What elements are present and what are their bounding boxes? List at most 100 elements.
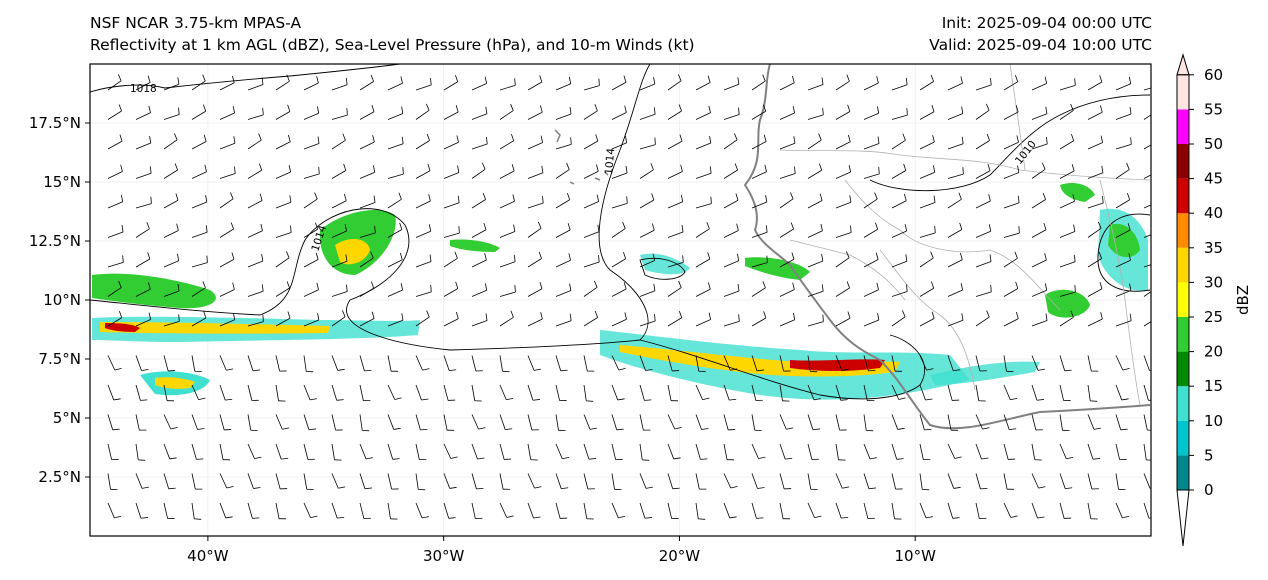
wind-barb [779, 473, 792, 490]
colorbar-tick-label: 5 [1204, 446, 1214, 464]
wind-barb [163, 163, 178, 179]
wind-barb [835, 195, 852, 209]
wind-barb [443, 226, 460, 238]
wind-barb [975, 473, 988, 490]
wind-barb [891, 502, 902, 520]
wind-barb [415, 224, 432, 238]
wind-barb [247, 384, 259, 401]
colorbar-tick-label: 25 [1204, 308, 1223, 326]
wind-barb [499, 78, 516, 91]
wind-barb [919, 104, 935, 120]
wind-barb [583, 280, 598, 297]
fields-title: Reflectivity at 1 km AGL (dBZ), Sea-Leve… [90, 36, 695, 54]
wind-barb [1115, 283, 1132, 297]
wind-barb [891, 310, 906, 327]
wind-barb [779, 75, 795, 91]
wind-barb [611, 355, 626, 371]
wind-barb [219, 192, 234, 209]
wind-barb [275, 225, 292, 238]
wind-barb [1087, 473, 1099, 490]
wind-barb [247, 355, 260, 372]
wind-barb [891, 414, 905, 430]
wind-barb [807, 223, 823, 238]
wind-barb [611, 196, 628, 209]
border-5 [789, 239, 906, 301]
wind-barb [835, 414, 847, 431]
wind-barb [583, 355, 595, 372]
wind-barb [247, 284, 264, 297]
wind-barb [891, 384, 906, 400]
wind-barb [135, 166, 152, 179]
wind-barb [1087, 75, 1103, 91]
wind-barb [807, 355, 818, 373]
wind-barb [891, 473, 903, 490]
wind-barb [275, 195, 292, 209]
wind-barb [415, 443, 427, 461]
wind-barb [471, 106, 488, 120]
wind-barb [443, 414, 455, 431]
lon-tick-label: 30°W [423, 547, 465, 565]
wind-barb [1031, 283, 1048, 297]
wind-barb [527, 443, 538, 461]
wind-barb [947, 384, 960, 401]
wind-barb [527, 502, 541, 519]
colorbar-tick-label: 60 [1204, 66, 1223, 84]
wind-barb [919, 195, 936, 209]
wind-barb [835, 502, 849, 519]
wind-barb [555, 107, 572, 120]
wind-barb [1031, 473, 1046, 489]
wind-barb [499, 384, 514, 401]
wind-barb [975, 384, 986, 402]
refl-cluster-north-core [335, 238, 370, 265]
wind-barb [919, 251, 934, 268]
wind-barb [863, 252, 879, 268]
wind-barb [107, 104, 122, 120]
colorbar-swatch [1177, 386, 1189, 421]
wind-barb [443, 443, 458, 459]
border-2 [844, 179, 1061, 311]
wind-barb [891, 163, 907, 179]
wind-barb [387, 252, 403, 268]
wind-barb [247, 133, 262, 150]
coastline [554, 64, 1151, 430]
lat-tick-label: 5°N [53, 409, 81, 427]
colorbar-label: dBZ [1234, 285, 1252, 315]
wind-barb [807, 414, 820, 431]
wind-barb [191, 74, 206, 91]
wind-barb [275, 311, 291, 327]
wind-barb [1031, 162, 1046, 179]
wind-barb [667, 104, 682, 120]
colorbar-tick-label: 55 [1204, 100, 1223, 118]
wind-barb [807, 384, 821, 401]
wind-barb [611, 502, 626, 519]
wind-barb [583, 255, 600, 268]
wind-barb [1059, 310, 1074, 327]
wind-barb [555, 355, 568, 372]
wind-barb [807, 443, 819, 460]
colorbar-tick-label: 30 [1204, 273, 1223, 291]
wind-barb [639, 473, 653, 489]
wind-barb [611, 105, 627, 120]
wind-barb [555, 162, 570, 179]
wind-barb [555, 223, 571, 238]
wind-barb [331, 384, 344, 401]
wind-barb [639, 355, 653, 371]
wind-barb [947, 106, 964, 120]
wind-barb [919, 473, 930, 491]
wind-barb [1059, 502, 1072, 519]
wind-barb [695, 414, 709, 430]
wind-barb [1115, 313, 1132, 327]
wind-barb [863, 222, 879, 238]
wind-barb [415, 502, 429, 519]
wind-barb [639, 314, 656, 327]
wind-barb [219, 473, 234, 489]
wind-barb [1031, 313, 1048, 327]
wind-barb [135, 473, 149, 489]
wind-barb [723, 443, 735, 461]
wind-barb [1115, 473, 1126, 491]
colorbar-tick-label: 35 [1204, 239, 1223, 257]
lat-tick-label: 12.5°N [29, 232, 81, 250]
wind-barb [331, 163, 347, 179]
wind-barb [499, 254, 516, 268]
wind-barb [583, 134, 599, 150]
